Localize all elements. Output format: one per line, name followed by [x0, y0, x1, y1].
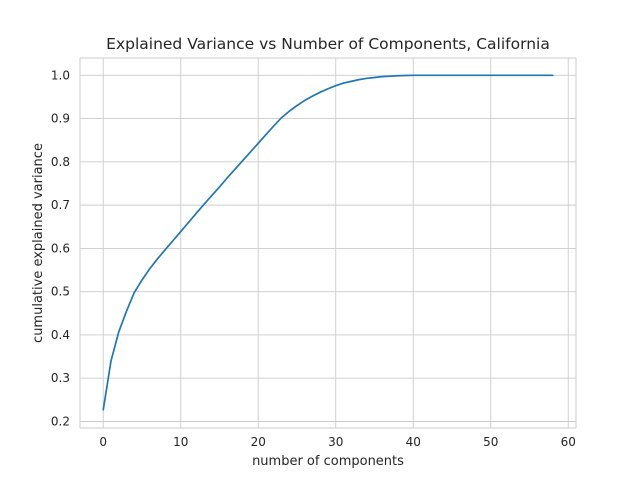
x-tick-label: 40	[406, 435, 421, 449]
plot-frame	[79, 57, 577, 429]
x-axis-label: number of components	[252, 454, 404, 469]
x-tick-label: 60	[561, 435, 576, 449]
x-tick-label: 10	[173, 435, 188, 449]
y-tick-label: 1.0	[51, 68, 70, 82]
y-axis-label: cumulative explained variance	[31, 143, 46, 343]
x-tick-label: 50	[483, 435, 498, 449]
y-tick-label: 0.2	[51, 415, 70, 429]
chart-title: Explained Variance vs Number of Componen…	[106, 35, 550, 53]
x-tick-label: 20	[251, 435, 266, 449]
y-tick-label: 0.4	[51, 328, 70, 342]
y-tick-labels: 0.2 0.3 0.4 0.5 0.6 0.7 0.8 0.9 1.0	[51, 68, 70, 428]
x-tick-label: 30	[328, 435, 343, 449]
y-tick-label: 0.9	[51, 112, 70, 126]
y-tick-label: 0.3	[51, 371, 70, 385]
series-line-0	[102, 74, 554, 411]
y-tick-label: 0.6	[51, 241, 70, 255]
y-tick-label: 0.5	[51, 285, 70, 299]
plot-background	[80, 58, 576, 428]
grid	[80, 58, 576, 428]
y-tick-label: 0.7	[51, 198, 70, 212]
series-layer	[102, 74, 554, 411]
x-tick-labels: 0 10 20 30 40 50 60	[99, 435, 575, 449]
y-tick-label: 0.8	[51, 155, 70, 169]
x-tick-label: 0	[99, 435, 107, 449]
